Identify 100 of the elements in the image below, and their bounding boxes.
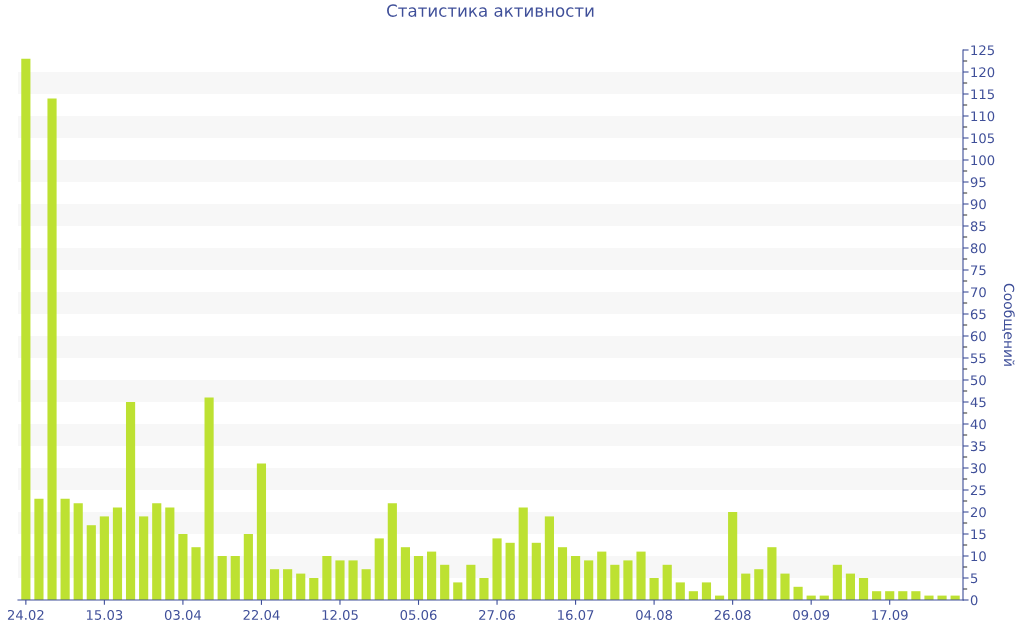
bar (139, 516, 149, 600)
bar (165, 507, 175, 600)
bar (492, 538, 502, 600)
bar (427, 551, 437, 600)
bar (387, 503, 397, 600)
y-tick-label: 10 (971, 551, 986, 562)
y-tick-label: 95 (970, 177, 986, 188)
bar (597, 551, 607, 600)
y-tick-label: 35 (970, 441, 986, 452)
y-tick-label: 100 (971, 155, 995, 166)
y-tick-label: 125 (971, 45, 994, 56)
bar (269, 569, 280, 600)
chart-title: Статистика активности (387, 4, 594, 17)
bar (73, 503, 83, 600)
bar (505, 542, 515, 600)
x-tick-label: 24.02 (7, 609, 44, 620)
bar (636, 551, 646, 600)
bar (60, 498, 70, 600)
bar (178, 534, 188, 600)
y-tick-label: 5 (970, 573, 978, 584)
x-tick-label: 05.06 (400, 609, 437, 620)
x-tick-label: 16.07 (558, 609, 594, 620)
y-tick-label: 55 (970, 353, 986, 364)
y-tick-label: 85 (970, 221, 986, 232)
y-tick-label: 0 (970, 595, 978, 606)
bar (610, 564, 620, 600)
y-tick-label: 40 (970, 419, 986, 430)
bar (662, 564, 672, 600)
y-tick-label: 50 (970, 375, 986, 386)
y-tick-label: 15 (971, 529, 986, 540)
bar (204, 397, 214, 600)
x-tick-label: 12.05 (322, 609, 358, 620)
bar (125, 402, 136, 600)
bar (741, 573, 751, 600)
x-tick-label: 04.08 (636, 609, 673, 620)
bar (335, 560, 345, 600)
bar (99, 516, 109, 600)
y-tick-label: 30 (970, 463, 986, 474)
y-tick-label: 80 (970, 243, 986, 254)
bar (571, 556, 581, 600)
bar (374, 538, 384, 600)
bar (701, 582, 712, 600)
bar (780, 573, 790, 600)
bar (832, 564, 842, 600)
bar (21, 58, 31, 600)
y-tick-label: 45 (970, 397, 986, 408)
bar (767, 547, 777, 600)
bar (309, 578, 319, 600)
y-axis-title: Сообщений (1002, 283, 1015, 366)
bar (152, 503, 162, 600)
bar (230, 556, 240, 600)
bar (413, 556, 424, 600)
bar (754, 569, 764, 600)
bar (243, 534, 253, 600)
bar (479, 578, 489, 600)
bar (112, 507, 123, 600)
x-tick-label: 27.06 (479, 609, 516, 620)
bar (283, 569, 293, 600)
y-tick-label: 110 (971, 111, 995, 122)
bar (649, 578, 659, 600)
x-tick-label: 22.04 (243, 609, 280, 620)
y-tick-label: 65 (970, 309, 986, 320)
x-tick-label: 26.08 (714, 609, 751, 620)
bar (557, 547, 568, 600)
y-tick-label: 70 (971, 287, 986, 298)
bar (440, 564, 450, 600)
bar (858, 578, 869, 600)
y-tick-label: 20 (970, 507, 986, 518)
y-tick-label: 75 (971, 265, 986, 276)
bar (256, 463, 267, 600)
y-tick-label: 90 (970, 199, 986, 210)
bar (361, 569, 371, 600)
bar (675, 582, 685, 600)
y-tick-label: 105 (971, 133, 994, 144)
bar (296, 573, 306, 600)
x-tick-label: 17.09 (872, 609, 908, 620)
bar (348, 560, 358, 600)
bar (453, 582, 463, 600)
bar (845, 573, 856, 600)
bar (531, 542, 541, 600)
y-tick-label: 60 (970, 331, 986, 342)
bar (466, 564, 476, 600)
y-tick-label: 25 (970, 485, 986, 496)
bar (544, 516, 554, 600)
bar (518, 507, 528, 600)
bar (322, 556, 332, 600)
y-tick-label: 120 (971, 67, 995, 78)
bar (47, 98, 57, 600)
x-tick-label: 15.03 (86, 609, 123, 620)
bar (623, 560, 633, 600)
bar (400, 547, 410, 600)
bar (191, 547, 201, 600)
bar (34, 498, 44, 600)
y-tick-label: 115 (971, 89, 994, 100)
bar (728, 512, 738, 600)
bar (217, 556, 227, 600)
x-tick-label: 09.09 (793, 609, 830, 620)
bar (86, 525, 96, 600)
bar (584, 560, 594, 600)
x-tick-label: 03.04 (164, 609, 202, 620)
